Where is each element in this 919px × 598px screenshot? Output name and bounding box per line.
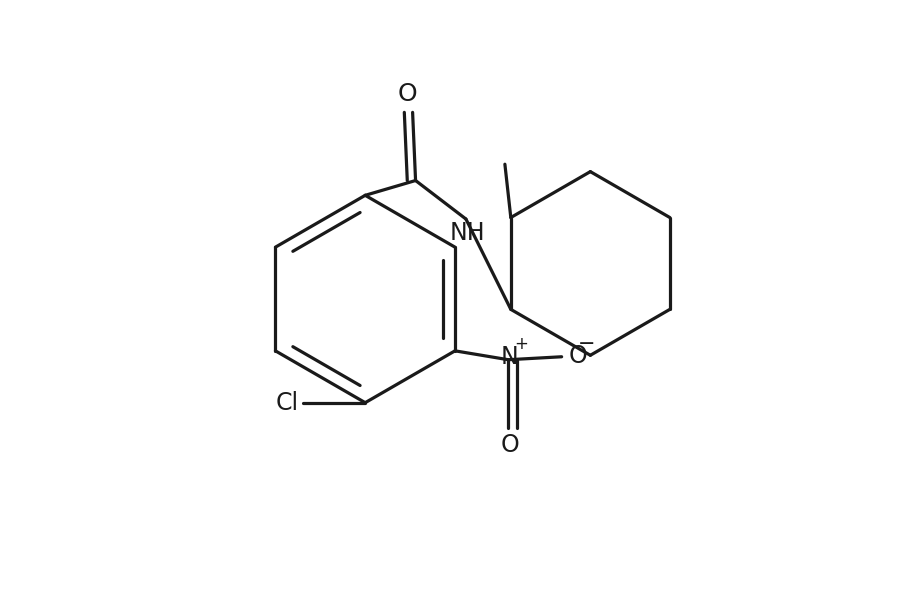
- Text: N: N: [500, 346, 517, 370]
- Text: O: O: [500, 432, 518, 457]
- Text: +: +: [514, 335, 528, 353]
- Text: O: O: [568, 344, 587, 368]
- Text: O: O: [398, 83, 417, 106]
- Text: NH: NH: [449, 221, 485, 245]
- Text: −: −: [577, 334, 595, 354]
- Text: Cl: Cl: [275, 390, 298, 414]
